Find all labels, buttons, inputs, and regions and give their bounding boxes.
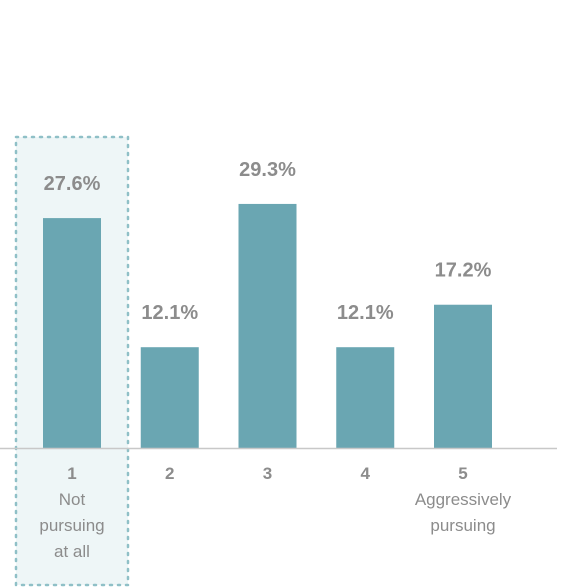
bar-1: [43, 218, 101, 448]
category-sublabel-5-2: pursuing: [430, 516, 495, 535]
value-label-3: 29.3%: [239, 159, 296, 181]
category-sublabel-1-2: pursuing: [39, 516, 104, 535]
category-sublabel-1-1: Not: [59, 490, 86, 509]
bar-4: [336, 347, 394, 448]
bar-3: [239, 204, 297, 448]
value-label-5: 17.2%: [435, 260, 492, 282]
category-label-5: 5: [458, 464, 467, 483]
bar-2: [141, 347, 199, 448]
category-label-2: 2: [165, 464, 174, 483]
category-sublabel-5-1: Aggressively: [415, 490, 512, 509]
category-label-1: 1: [67, 464, 76, 483]
category-label-3: 3: [263, 464, 272, 483]
value-label-1: 27.6%: [44, 173, 101, 195]
value-label-4: 12.1%: [337, 302, 394, 324]
value-label-2: 12.1%: [141, 302, 198, 324]
category-sublabel-1-3: at all: [54, 542, 90, 561]
category-label-4: 4: [361, 464, 371, 483]
bar-5: [434, 305, 492, 448]
